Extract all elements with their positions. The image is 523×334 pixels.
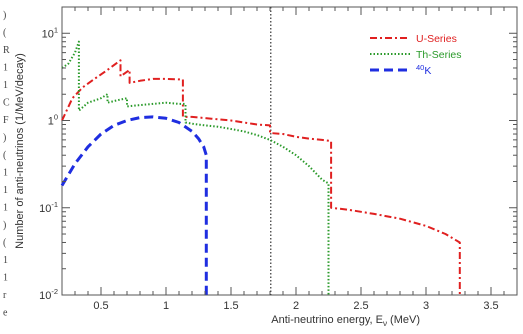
series-group xyxy=(60,40,461,295)
left-margin-char: C xyxy=(3,98,10,109)
legend-label-u-series: U-Series xyxy=(416,33,457,45)
y-axis-title: Number of anti-neutrinos (1/MeV/decay) xyxy=(14,53,26,249)
left-margin-char: ) xyxy=(3,10,6,21)
x-axis-title-main: Anti-neutrino energy, E xyxy=(271,314,383,326)
series-line-th-series xyxy=(61,40,330,295)
left-margin-char: 1 xyxy=(3,80,8,91)
left-margin-char: r xyxy=(3,290,7,301)
left-margin-char: 1 xyxy=(3,63,8,74)
left-margin-char: ( xyxy=(3,28,7,39)
left-margin-text: ) ( R 1 1 CF) (1 1 1) (1 1 re xyxy=(3,10,10,319)
plot-frame xyxy=(61,6,518,296)
left-margin-char: 1 xyxy=(3,255,8,266)
legend-label-k40-superscript: 40 xyxy=(416,63,424,72)
left-margin-char: ) xyxy=(3,133,6,144)
series-line-u-series xyxy=(61,59,461,295)
y-tick-label: 10-1 xyxy=(39,200,58,215)
axes-group: 10-2 10-1 10 101 0.5 1 1.5 2 2.5 3 3.5 xyxy=(39,6,517,312)
series-line-40k xyxy=(60,115,208,295)
y-tick-label: 10-2 xyxy=(39,287,58,302)
x-tick-label: 2 xyxy=(293,300,299,312)
x-axis-title: Anti-neutrino energy, Eν (MeV) xyxy=(271,314,420,328)
x-tick-label: 1 xyxy=(163,300,169,312)
x-tick-label: 2.5 xyxy=(353,300,368,312)
x-tick-label: 0.5 xyxy=(93,300,108,312)
left-margin-char: e xyxy=(3,308,8,319)
legend-label-k40-main: K xyxy=(424,65,431,77)
x-tick-label: 1.5 xyxy=(223,300,238,312)
left-margin-char: 1 xyxy=(3,203,8,214)
legend: U-Series Th-Series 40K xyxy=(370,33,462,77)
y-tick-label: 10 xyxy=(48,113,58,128)
left-margin-char: ) xyxy=(3,220,6,231)
x-tick-label: 3.5 xyxy=(483,300,498,312)
left-margin-char: 1 xyxy=(3,168,8,179)
left-margin-char: 1 xyxy=(3,273,8,284)
x-axis-title-unit: (MeV) xyxy=(387,314,420,326)
legend-label-th-series: Th-Series xyxy=(416,49,462,61)
left-margin-char: ( xyxy=(3,238,7,249)
y-tick-label: 101 xyxy=(42,25,58,40)
left-margin-char: 1 xyxy=(3,185,8,196)
left-margin-char: F xyxy=(3,115,9,126)
x-axis-title-subscript: ν xyxy=(383,319,387,328)
left-margin-char: R xyxy=(3,45,10,56)
x-tick-label: 3 xyxy=(423,300,429,312)
left-margin-char: ( xyxy=(3,150,7,161)
legend-label-k40: 40K xyxy=(416,63,431,77)
